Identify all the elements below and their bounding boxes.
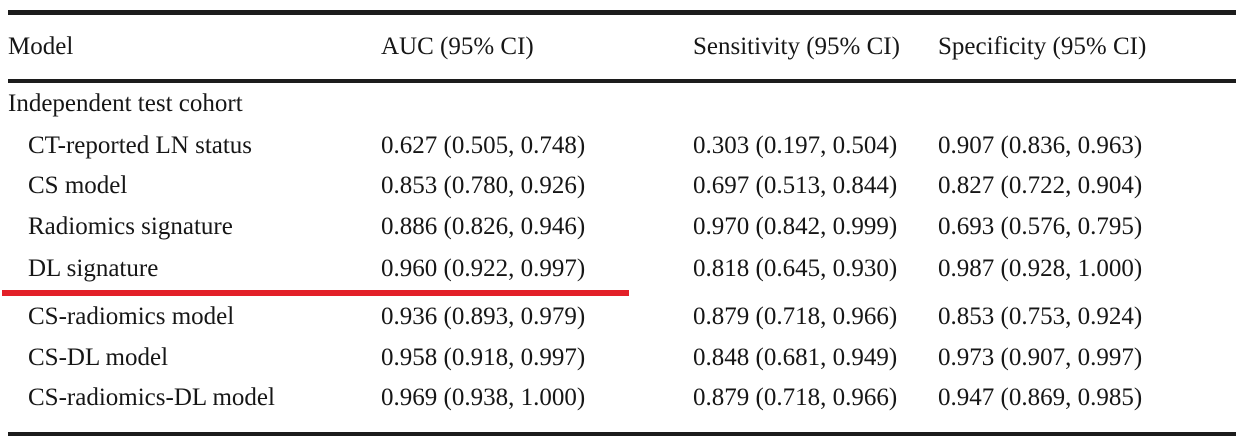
highlight-underline [2,290,629,296]
column-header-auc: AUC (95% CI) [381,32,534,60]
table-row-cs-dl-model: CS-DL model 0.958 (0.918, 0.997) 0.848 (… [0,338,1253,378]
model-name: DL signature [28,255,159,282]
specificity-value: 0.693 (0.576, 0.795) [938,213,1143,240]
column-header-model: Model [8,32,74,60]
model-name: CS-DL model [28,344,169,371]
model-name: CS model [28,172,128,199]
column-header-specificity: Specificity (95% CI) [938,32,1147,60]
specificity-value: 0.987 (0.928, 1.000) [938,255,1143,282]
auc-value: 0.627 (0.505, 0.748) [381,132,586,159]
model-name: CS-radiomics model [28,303,235,330]
column-header-sensitivity: Sensitivity (95% CI) [693,32,900,60]
specificity-value: 0.853 (0.753, 0.924) [938,303,1143,330]
sensitivity-value: 0.697 (0.513, 0.844) [693,172,898,199]
model-name: Radiomics signature [28,213,233,240]
table-row-cs-model: CS model 0.853 (0.780, 0.926) 0.697 (0.5… [0,166,1253,206]
sensitivity-value: 0.848 (0.681, 0.949) [693,344,898,371]
section-title: Independent test cohort [8,90,243,118]
model-name: CT-reported LN status [28,132,253,159]
auc-value: 0.936 (0.893, 0.979) [381,303,586,330]
table-row-radiomics-signature: Radiomics signature 0.886 (0.826, 0.946)… [0,206,1253,248]
auc-value: 0.853 (0.780, 0.926) [381,172,586,199]
table-bottom-rule [8,432,1236,436]
sensitivity-value: 0.303 (0.197, 0.504) [693,132,898,159]
sensitivity-value: 0.970 (0.842, 0.999) [693,213,898,240]
table-row-dl-signature: DL signature 0.960 (0.922, 0.997) 0.818 … [0,248,1253,290]
sensitivity-value: 0.879 (0.718, 0.966) [693,384,898,411]
sensitivity-value: 0.818 (0.645, 0.930) [693,255,898,282]
table-header-rule [8,79,1236,83]
table-section-row: Independent test cohort [0,83,1253,127]
sensitivity-value: 0.879 (0.718, 0.966) [693,303,898,330]
specificity-value: 0.907 (0.836, 0.963) [938,132,1143,159]
specificity-value: 0.947 (0.869, 0.985) [938,384,1143,411]
table-top-rule [8,10,1236,15]
table-header-row: Model AUC (95% CI) Sensitivity (95% CI) … [0,15,1253,80]
specificity-value: 0.973 (0.907, 0.997) [938,344,1143,371]
specificity-value: 0.827 (0.722, 0.904) [938,172,1143,199]
auc-value: 0.969 (0.938, 1.000) [381,384,586,411]
auc-value: 0.960 (0.922, 0.997) [381,255,586,282]
model-name: CS-radiomics-DL model [28,384,275,411]
table-row-cs-radiomics-dl-model: CS-radiomics-DL model 0.969 (0.938, 1.00… [0,378,1253,418]
auc-value: 0.886 (0.826, 0.946) [381,213,586,240]
table-row-cs-radiomics-model: CS-radiomics model 0.936 (0.893, 0.979) … [0,296,1253,338]
table-row-ct-reported-ln-status: CT-reported LN status 0.627 (0.505, 0.74… [0,126,1253,166]
auc-value: 0.958 (0.918, 0.997) [381,344,586,371]
